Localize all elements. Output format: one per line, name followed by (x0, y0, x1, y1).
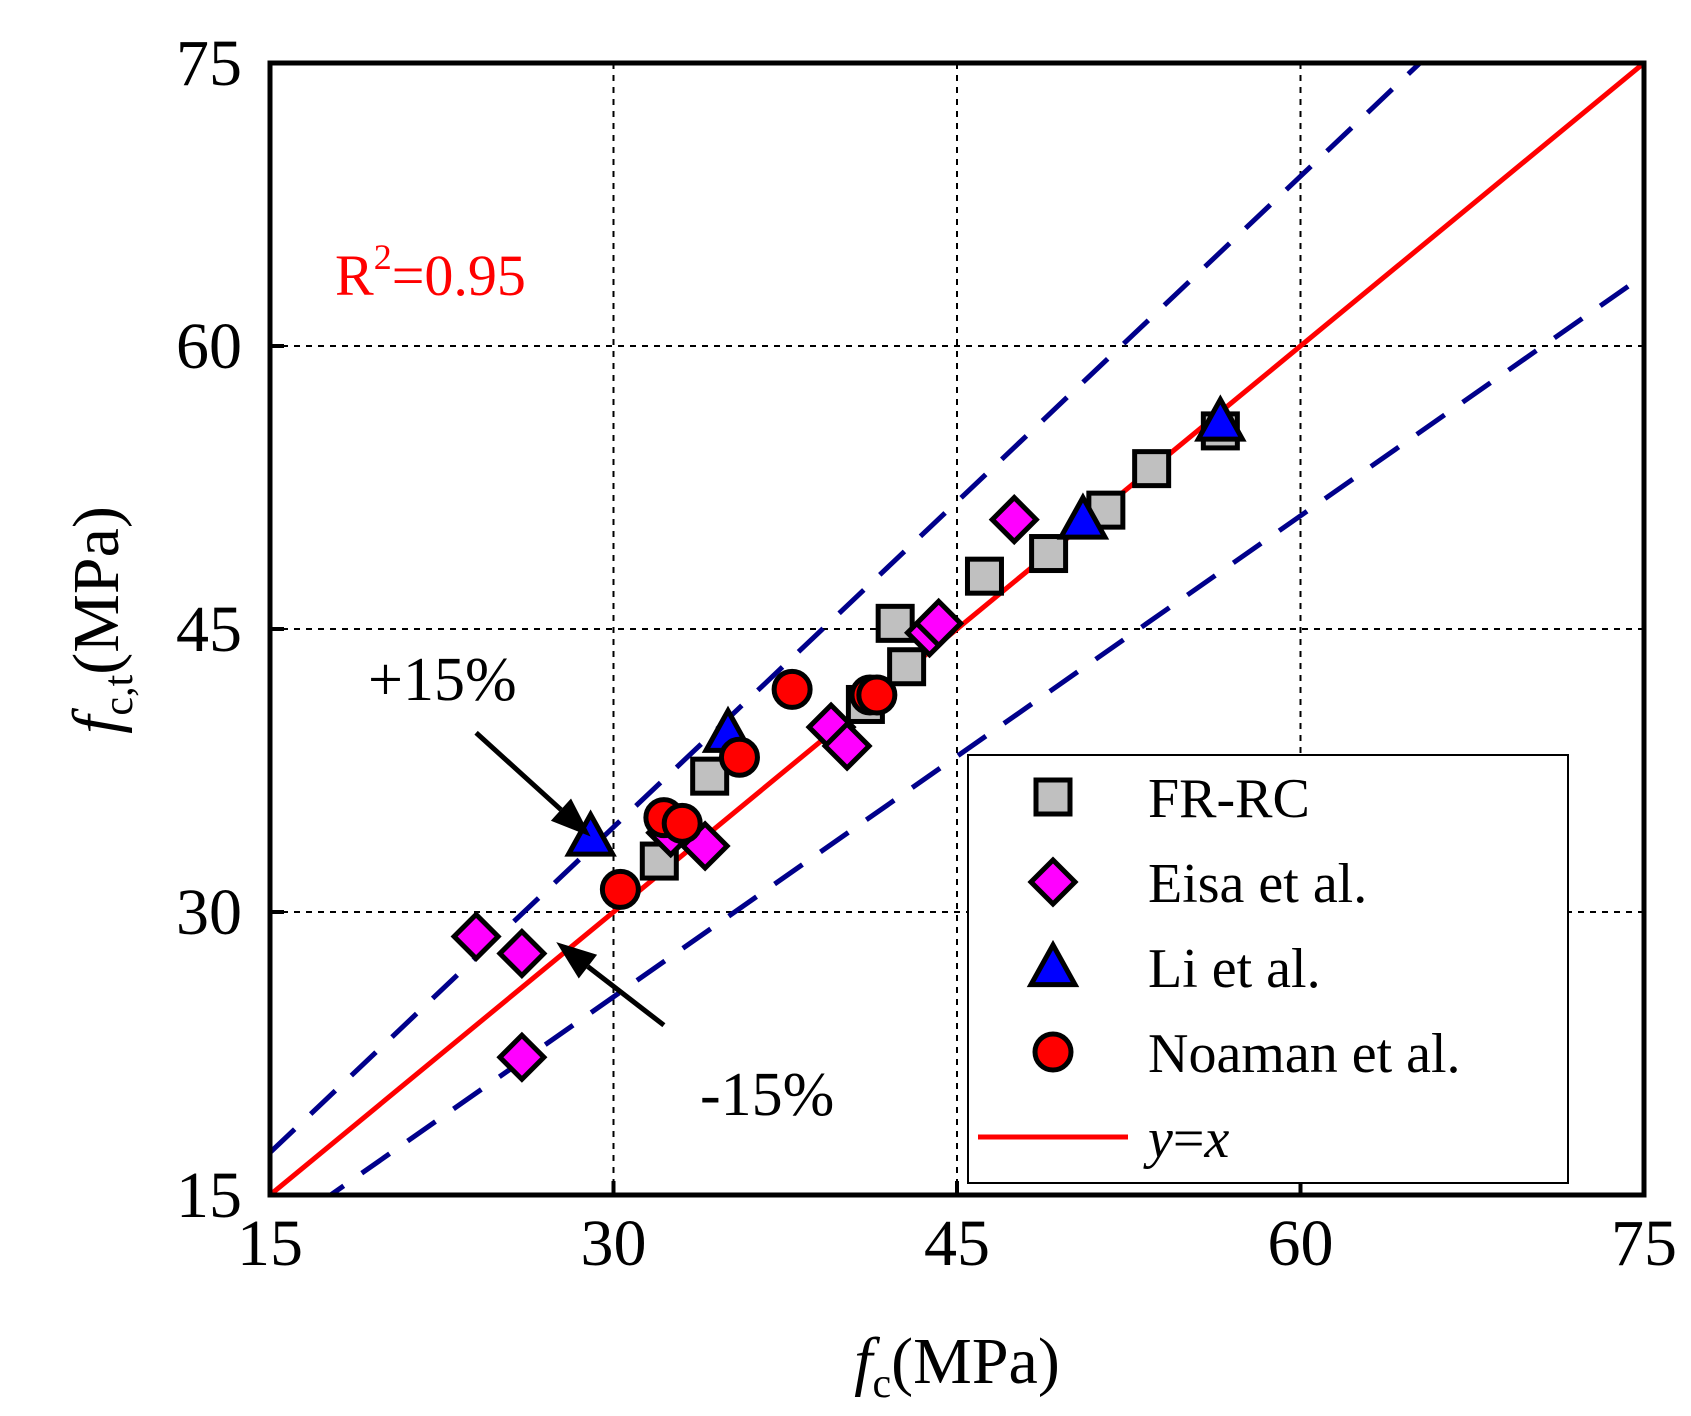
x-axis-title: fc(MPa) (854, 1325, 1060, 1407)
data-point-3-3 (718, 736, 760, 778)
data-point-2-2 (1056, 492, 1110, 540)
y-tick-label-60: 60 (176, 310, 242, 383)
x-axis-subscript: c (873, 1361, 892, 1407)
data-point-0-8 (1132, 449, 1172, 489)
legend-label-2: Li et al. (1148, 938, 1321, 1000)
legend-label-y: y (1143, 1108, 1173, 1170)
r2-superscript: 2 (374, 237, 392, 277)
data-point-2-3 (1194, 394, 1247, 442)
y-tick-label-75: 75 (176, 27, 242, 100)
data-point-1-2 (496, 1031, 548, 1083)
data-point-0-4 (887, 647, 927, 687)
data-point-3-2 (661, 802, 703, 844)
x-tick-label-15: 15 (237, 1207, 303, 1280)
legend-label-0: FR-RC (1148, 768, 1310, 830)
reference-line-1 (270, 63, 1424, 1155)
x-tick-label-75: 75 (1611, 1207, 1677, 1280)
data-point-2-0 (564, 809, 617, 857)
y-tick-label-30: 30 (176, 876, 242, 949)
x-tick-label-60: 60 (1268, 1207, 1334, 1280)
axis-ticks: 15 30 45 60 75 15 30 45 60 75 (176, 27, 1677, 1280)
legend-marker-3 (1032, 1031, 1074, 1073)
y-axis-unit: (MPa) (60, 506, 133, 675)
data-point-1-1 (496, 927, 548, 980)
annotations: +15% -15% (368, 646, 834, 1129)
y-tick-label-45: 45 (176, 593, 242, 666)
legend-marker-1 (1027, 856, 1079, 908)
series-eisa-et-al- (450, 494, 1040, 1083)
minus-15-arrow-shaft (586, 964, 666, 1028)
plus-15-label: +15% (368, 646, 517, 714)
data-point-3-4 (771, 668, 813, 710)
data-point-3-6 (856, 674, 898, 716)
legend-marker-0 (1033, 777, 1073, 817)
x-tick-label-30: 30 (581, 1207, 647, 1280)
data-points (450, 394, 1247, 1083)
data-point-1-6 (821, 720, 873, 772)
series-noaman-et-al- (599, 668, 898, 910)
data-point-1-9 (988, 494, 1040, 546)
data-point-3-0 (599, 868, 641, 910)
y-axis-subscript: c,t (96, 674, 142, 715)
plus-15-arrow-head (550, 798, 591, 837)
legend-marker-2 (1026, 939, 1080, 988)
x-tick-label-45: 45 (924, 1207, 990, 1280)
r2-label: R2=0.95 (335, 237, 526, 308)
legend-label-1: Eisa et al. (1148, 853, 1367, 915)
legend-label-3: Noaman et al. (1148, 1023, 1461, 1085)
legend-label-x: x (1203, 1108, 1229, 1170)
plus-15-arrow-shaft (474, 730, 563, 812)
data-point-0-5 (964, 556, 1004, 596)
r2-value: =0.95 (392, 243, 526, 308)
minus-15-label: -15% (700, 1061, 834, 1129)
legend-label-eq: = (1173, 1108, 1205, 1170)
minus-15-arrow-head (556, 942, 598, 979)
x-axis-unit: (MPa) (891, 1325, 1060, 1398)
data-point-1-8 (913, 597, 965, 649)
legend-label-4: y=x (1143, 1108, 1229, 1170)
y-axis-title: fc,t(MPa) (60, 506, 142, 734)
data-point-0-6 (1029, 534, 1069, 574)
data-point-1-0 (450, 910, 502, 963)
legend: FR-RC Eisa et al. Li et al. Noaman et al. y=… (967, 754, 1569, 1184)
r2-base: R (335, 243, 374, 308)
y-tick-label-15: 15 (176, 1159, 242, 1232)
